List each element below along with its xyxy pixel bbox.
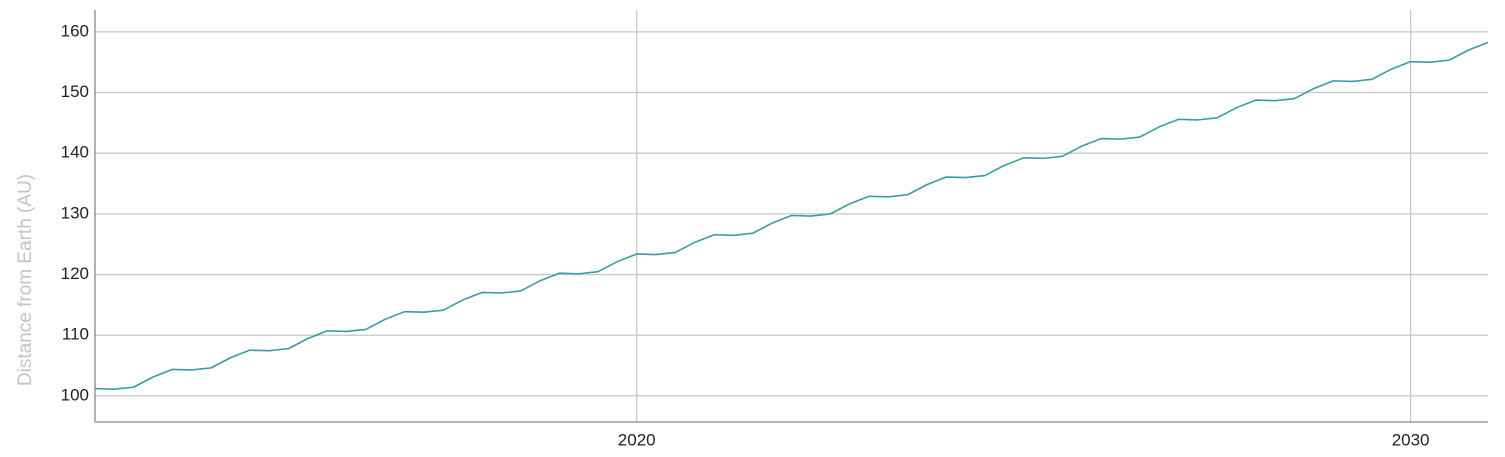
y-tick-label: 120	[61, 264, 89, 283]
y-tick-label: 150	[61, 82, 89, 101]
x-tick-label: 2030	[1392, 430, 1430, 449]
y-tick-label: 130	[61, 203, 89, 222]
y-axis-label: Distance from Earth (AU)	[15, 174, 36, 386]
y-tick-label: 160	[61, 21, 89, 40]
y-tick-label: 140	[61, 143, 89, 162]
x-tick-label: 2020	[618, 430, 656, 449]
data-line	[94, 41, 1489, 390]
y-tick-label: 110	[62, 325, 89, 344]
y-tick-label: 100	[61, 385, 89, 404]
